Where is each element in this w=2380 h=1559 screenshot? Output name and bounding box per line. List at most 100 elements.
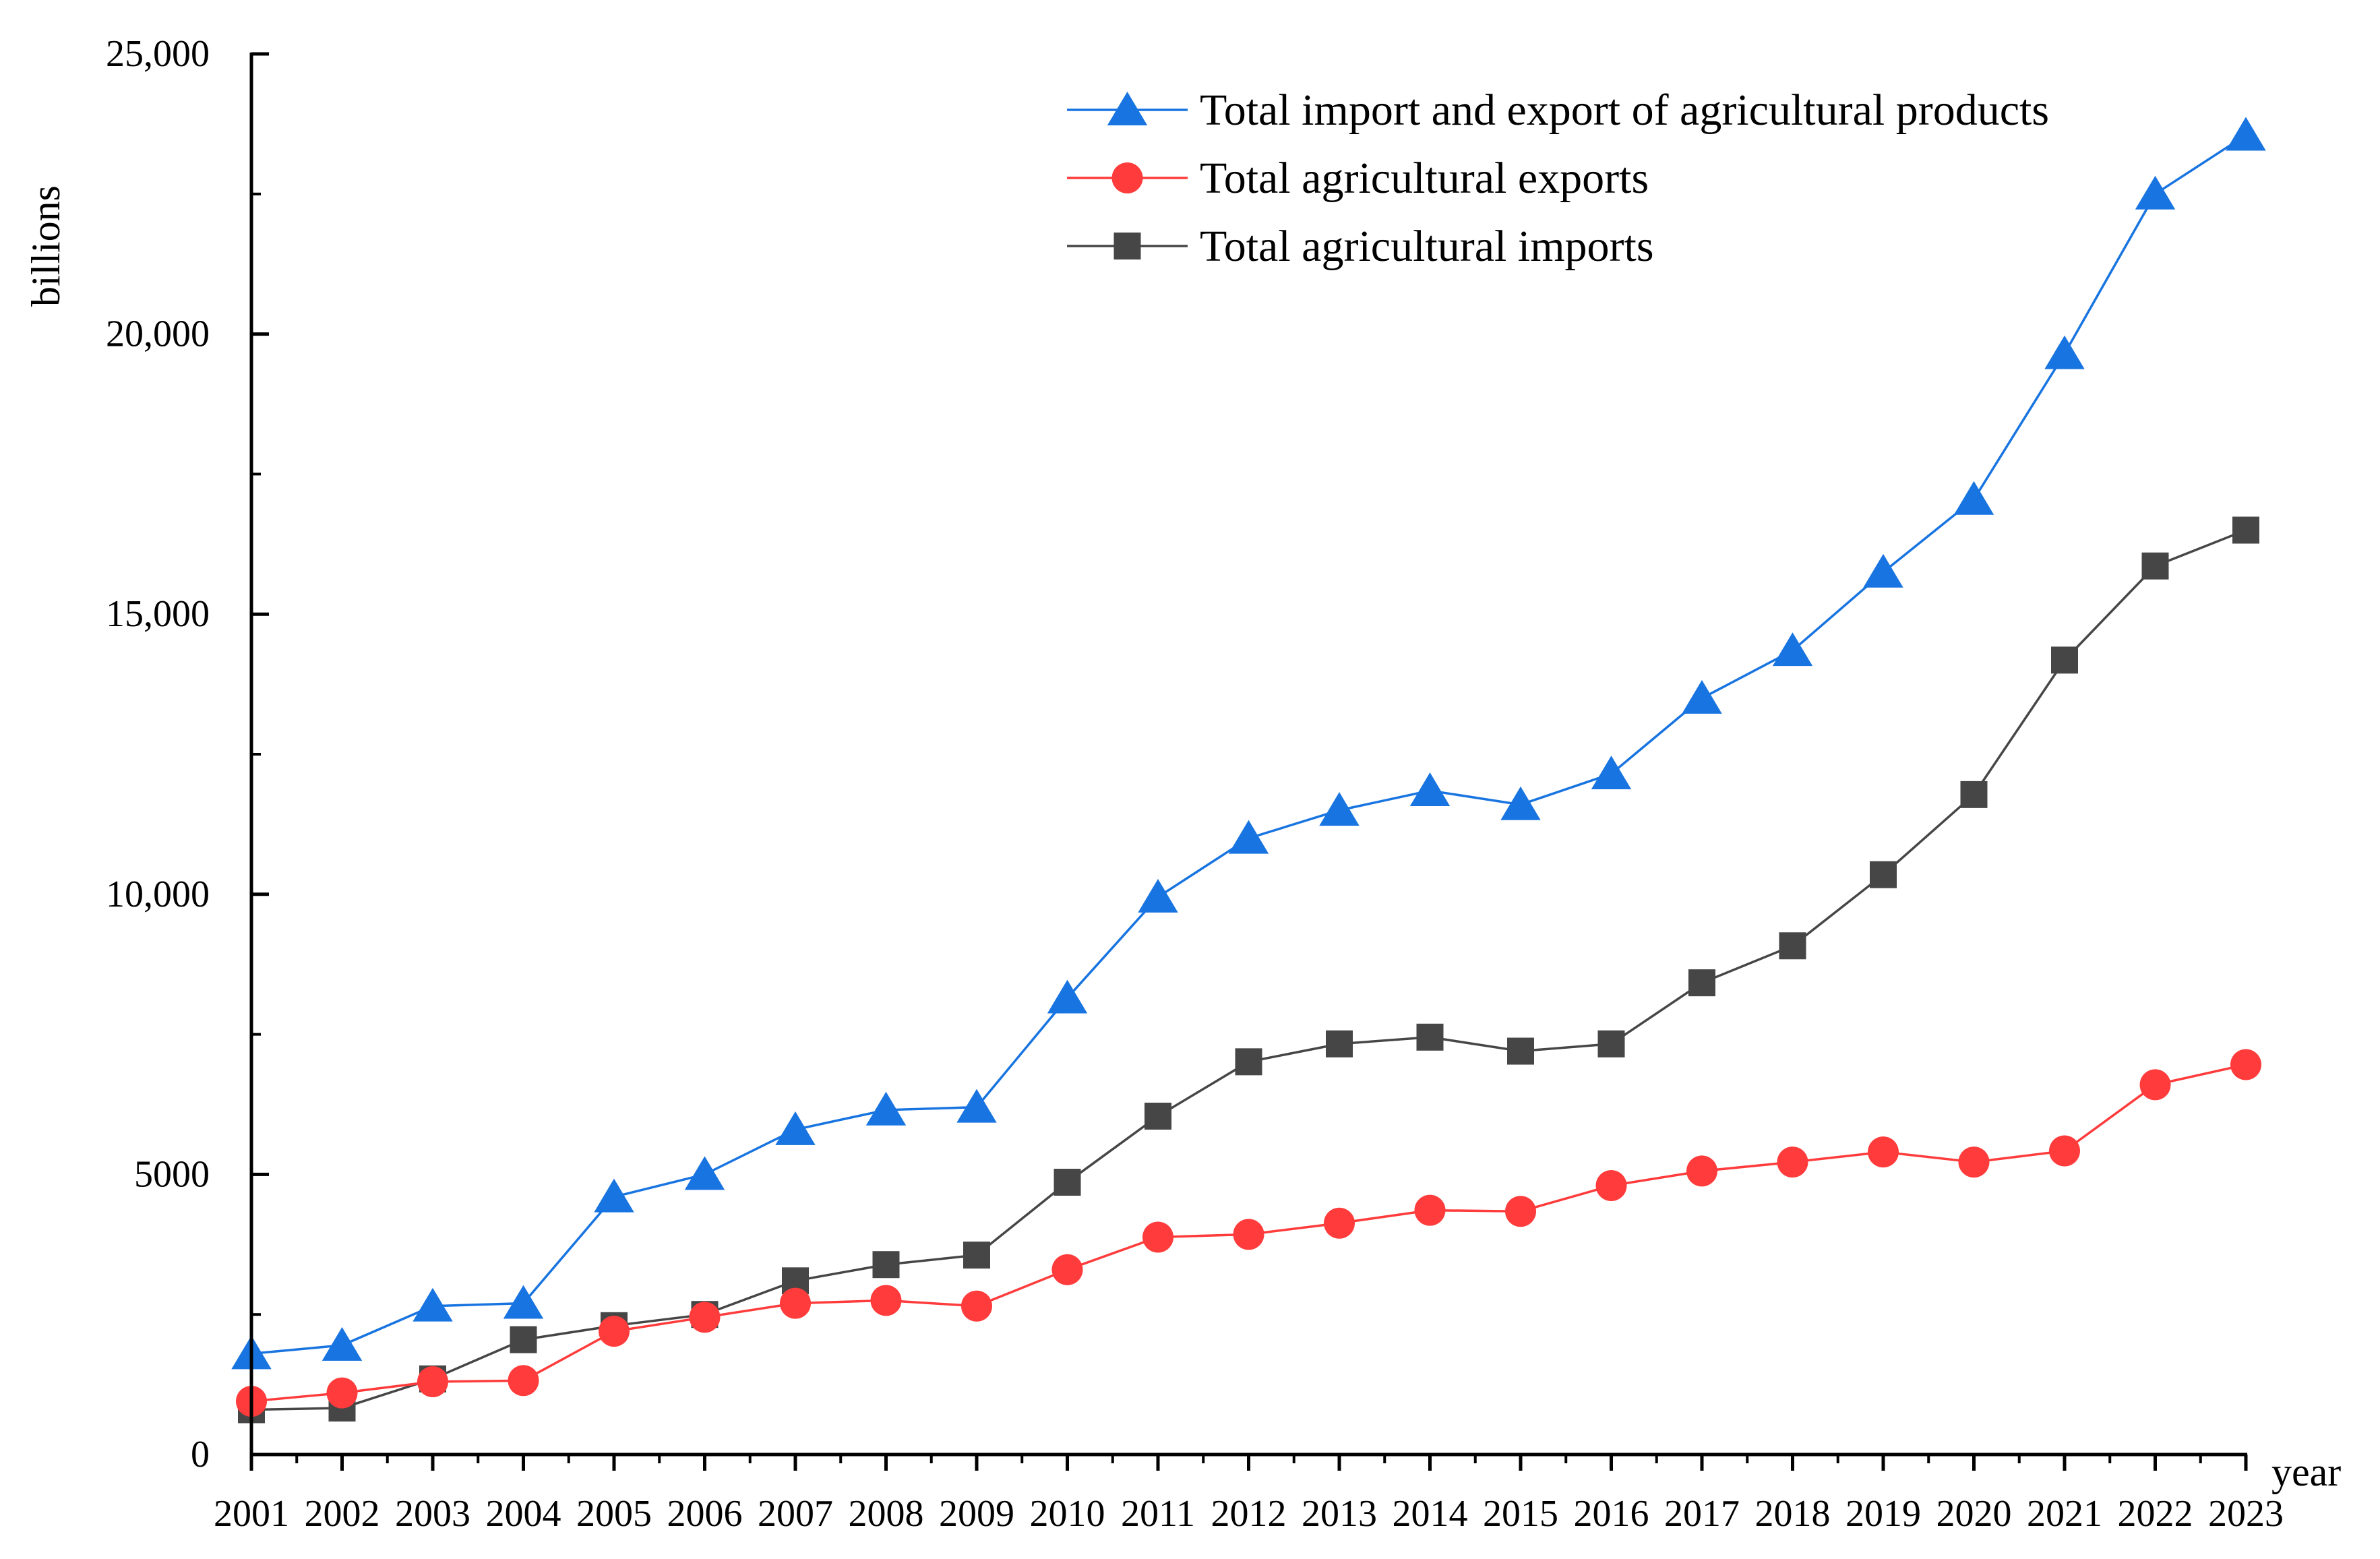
x-tick-label: 2014 <box>1393 1493 1468 1535</box>
data-point <box>1228 820 1269 854</box>
data-point <box>503 1285 544 1319</box>
x-tick-label: 2002 <box>305 1493 380 1535</box>
y-tick-label: 25,000 <box>106 33 210 75</box>
data-point <box>872 1251 900 1279</box>
x-tick-label: 2006 <box>667 1493 743 1535</box>
data-point <box>1233 1219 1264 1250</box>
data-point <box>326 1377 358 1409</box>
data-point <box>775 1111 816 1145</box>
data-point <box>2232 516 2259 544</box>
series-line <box>251 528 2247 1411</box>
data-point <box>1958 1147 1990 1178</box>
data-point <box>1326 1030 1353 1058</box>
x-tick-label: 2020 <box>1936 1493 2012 1535</box>
data-point <box>417 1366 448 1397</box>
x-tick-label: 2004 <box>486 1493 561 1535</box>
data-point <box>684 1156 725 1190</box>
legend: Total import and export of agricultural … <box>1067 86 2049 271</box>
data-point <box>963 1242 990 1269</box>
x-tick-label: 2001 <box>214 1493 289 1535</box>
data-point <box>1863 553 1903 588</box>
data-point <box>1051 1254 1083 1285</box>
data-point <box>689 1302 721 1333</box>
data-point <box>2049 1135 2080 1167</box>
x-tick-label: 2011 <box>1121 1493 1195 1535</box>
x-tick-label: 2008 <box>849 1493 924 1535</box>
data-point <box>1688 969 1715 997</box>
data-point <box>1595 1170 1627 1202</box>
x-tick-label: 2018 <box>1755 1493 1831 1535</box>
legend-marker <box>1111 162 1143 193</box>
data-point <box>1960 781 1988 808</box>
data-point <box>1591 756 1632 790</box>
legend-marker <box>1113 233 1141 259</box>
x-tick-label: 2021 <box>2027 1493 2102 1535</box>
data-point <box>594 1178 634 1213</box>
data-point <box>1142 1221 1173 1253</box>
data-point <box>870 1285 902 1316</box>
data-point <box>1777 1147 1808 1178</box>
data-point <box>2135 175 2176 210</box>
y-tick-label: 20,000 <box>106 313 210 355</box>
series-square <box>238 516 2259 1424</box>
data-point <box>1414 1194 1446 1226</box>
x-tick-label: 2003 <box>395 1493 470 1535</box>
data-point <box>413 1287 453 1322</box>
data-point <box>2139 1069 2171 1101</box>
data-point <box>865 1091 907 1126</box>
series-triangle <box>231 117 2266 1370</box>
data-point <box>510 1326 537 1353</box>
data-point <box>1772 632 1813 667</box>
x-tick-label: 2007 <box>758 1493 833 1535</box>
data-point <box>1870 861 1897 888</box>
data-point <box>2226 117 2266 151</box>
data-point <box>1682 679 1722 714</box>
data-point <box>2141 552 2169 580</box>
y-axis-title: billions <box>24 185 68 307</box>
data-point <box>599 1316 630 1347</box>
x-tick-label: 2012 <box>1211 1493 1287 1535</box>
legend-label: Total agricultural exports <box>1200 154 1649 203</box>
data-point <box>961 1290 992 1322</box>
data-point <box>1507 1037 1534 1065</box>
series-circle <box>236 1049 2261 1417</box>
x-tick-label: 2016 <box>1574 1493 1649 1535</box>
data-point <box>780 1287 811 1319</box>
data-point <box>508 1365 539 1397</box>
data-point <box>2051 646 2078 674</box>
axes: 0 5000 10,000 15,000 20,000 25,000 2001 2002 200… <box>106 33 2284 1535</box>
data-point <box>1138 878 1178 913</box>
x-tick-label: 2022 <box>2118 1493 2193 1535</box>
data-point <box>1686 1155 1717 1187</box>
data-point <box>322 1326 363 1361</box>
x-tick-label: 2009 <box>939 1493 1014 1535</box>
data-point <box>1145 1102 1171 1130</box>
data-point <box>2044 335 2085 369</box>
series-line <box>251 134 2247 1355</box>
data-point <box>1597 1030 1625 1058</box>
series-layer <box>231 117 2266 1424</box>
data-point <box>1868 1136 1899 1168</box>
data-point <box>1047 979 1088 1014</box>
y-tick-label: 5000 <box>134 1153 210 1195</box>
data-point <box>1409 772 1451 806</box>
data-point <box>1416 1023 1444 1051</box>
legend-marker <box>1107 92 1148 125</box>
data-point <box>1235 1048 1262 1076</box>
data-point <box>1779 932 1806 960</box>
x-tick-label: 2010 <box>1030 1493 1105 1535</box>
data-point <box>1953 481 1994 515</box>
data-point <box>1505 1196 1536 1227</box>
x-tick-label: 2017 <box>1664 1493 1740 1535</box>
x-tick-label: 2019 <box>1845 1493 1921 1535</box>
y-tick-label: 15,000 <box>106 593 210 635</box>
y-tick-label: 10,000 <box>106 874 210 915</box>
x-tick-label: 2015 <box>1483 1493 1558 1535</box>
x-axis-title: year <box>2271 1450 2341 1494</box>
x-tick-label: 2005 <box>576 1493 652 1535</box>
legend-label: Total import and export of agricultural … <box>1200 86 2049 135</box>
x-tick-label: 2023 <box>2208 1493 2284 1535</box>
data-point <box>2230 1049 2261 1080</box>
x-tick-label: 2013 <box>1302 1493 1377 1535</box>
data-point <box>1054 1169 1081 1196</box>
